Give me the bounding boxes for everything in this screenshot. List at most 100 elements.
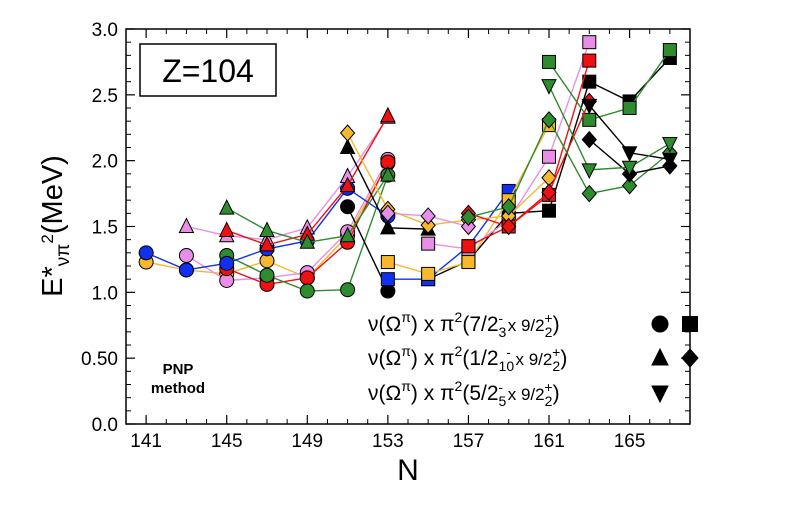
data-point: [541, 183, 557, 202]
method-label-line1: PNP: [163, 361, 194, 378]
data-point: [218, 221, 235, 237]
x-tick-label: 161: [533, 431, 565, 452]
data-point: [420, 216, 436, 234]
data-point: [259, 235, 275, 252]
data-point: [501, 217, 517, 236]
data-point: [542, 149, 556, 164]
y-tick-label: 1.5: [92, 218, 118, 239]
x-tick-label: 153: [372, 431, 404, 452]
x-tick-label: 157: [453, 431, 485, 452]
y-axis-title-sup: 2: [38, 234, 57, 243]
data-point: [299, 233, 316, 249]
data-point: [178, 262, 194, 278]
data-point: [501, 197, 517, 216]
data-point: [461, 255, 476, 270]
data-point: [541, 79, 557, 95]
data-point: [339, 138, 356, 154]
series-line: [346, 132, 550, 226]
data-point: [421, 266, 436, 281]
y-axis-title-unit: (MeV): [37, 155, 69, 234]
data-point: [219, 255, 235, 271]
data-point: [662, 137, 678, 153]
data-point: [380, 272, 395, 287]
series-orange-square: [380, 118, 556, 281]
y-tick-label: 1.0: [92, 283, 118, 304]
series-layer: [138, 35, 678, 299]
data-point: [339, 226, 356, 243]
data-point: [582, 35, 597, 50]
data-point: [340, 199, 356, 215]
x-tick-label: 149: [291, 431, 323, 452]
data-point: [662, 43, 677, 58]
data-point: [582, 112, 597, 127]
series-line: [468, 101, 590, 228]
data-point: [541, 111, 557, 129]
x-tick-label: 141: [130, 431, 162, 452]
data-point: [299, 283, 315, 299]
data-point: [460, 208, 477, 227]
data-point: [582, 53, 597, 68]
y-axis-title: E*νπ2(MeV): [37, 155, 74, 297]
data-point: [581, 184, 597, 203]
data-point: [461, 239, 476, 254]
series-green-square: [542, 43, 677, 127]
legend-marker-square: [682, 316, 698, 332]
y-tick-label: 2.5: [92, 86, 118, 107]
data-point: [178, 217, 195, 233]
data-point: [581, 98, 598, 115]
data-point: [542, 54, 556, 69]
data-point: [662, 152, 678, 169]
data-point: [581, 130, 597, 149]
legend-marker-triangle: [651, 347, 669, 366]
series-pink-diamond: [380, 204, 477, 236]
data-point: [339, 176, 356, 193]
series-green-triangle: [218, 166, 396, 249]
data-point: [420, 207, 436, 225]
method-label-line2: method: [151, 380, 205, 397]
data-point: [622, 101, 637, 115]
series-black-triangle-down: [581, 98, 678, 169]
data-point: [138, 245, 154, 261]
data-point: [299, 270, 315, 286]
data-point: [621, 160, 638, 177]
data-point: [259, 267, 275, 283]
data-point: [380, 218, 396, 235]
chart-title: Z=104: [162, 53, 254, 89]
y-tick-label: 3.0: [92, 20, 118, 41]
legend-marker-triangle-down: [651, 385, 669, 404]
series-line: [548, 85, 671, 171]
y-tick-label: 0.50: [81, 349, 118, 370]
y-axis-title-sub: νπ: [53, 244, 74, 267]
ticks-layer: 141 145 149 153 157 161 165 0.0 0.50 1.0 1.5 2.0 2.5…: [81, 20, 690, 452]
data-point: [621, 176, 638, 195]
x-tick-label: 165: [614, 431, 646, 452]
legend: ν(Ωπ) x π2(7/23- x 9/22+)ν(Ωπ) x π2(1/21…: [368, 309, 699, 409]
data-point: [339, 124, 356, 142]
y-tick-label: 2.0: [92, 152, 118, 173]
data-point: [340, 282, 356, 298]
data-point: [178, 247, 194, 263]
legend-entry-text: ν(Ωπ) x π2(7/23- x 9/22+): [368, 309, 560, 340]
series-pink-circle: [178, 151, 396, 288]
legend-marker-diamond: [681, 348, 699, 368]
data-point: [380, 166, 396, 182]
data-point: [380, 106, 396, 123]
y-axis-title-e: E*: [37, 266, 69, 297]
data-point: [460, 217, 477, 236]
data-point: [380, 255, 395, 270]
legend-entry-text: ν(Ωπ) x π2(1/210- x 9/22+): [368, 343, 567, 374]
series-line: [468, 118, 671, 218]
series-red-square: [461, 53, 597, 254]
data-point: [621, 146, 638, 162]
title-box: [139, 43, 277, 97]
legend-marker-circle: [651, 315, 669, 333]
y-tick-label: 0.0: [92, 415, 118, 436]
svg-text:E*νπ2(MeV): E*νπ2(MeV): [37, 155, 74, 297]
data-point: [581, 163, 598, 180]
data-point: [542, 203, 556, 218]
data-point: [218, 198, 235, 215]
legend-entry-text: ν(Ωπ) x π2(5/25- x 9/22+): [368, 378, 560, 409]
series-green-triangle-down: [541, 79, 678, 180]
data-point: [259, 221, 275, 237]
